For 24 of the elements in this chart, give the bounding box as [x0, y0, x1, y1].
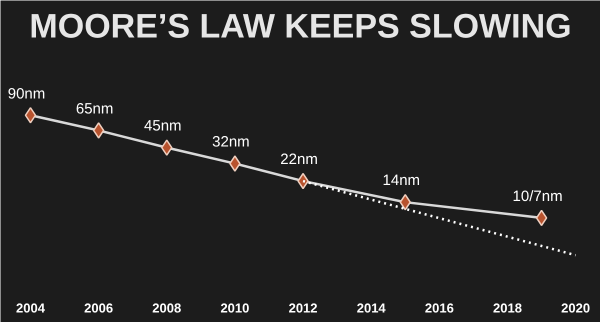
data-label: 65nm: [76, 100, 114, 118]
data-label: 45nm: [144, 118, 182, 135]
point: [229, 155, 241, 172]
x-tick-label: 2018: [493, 300, 522, 316]
point: [536, 210, 548, 226]
data-label: 32nm: [212, 134, 250, 151]
x-tick-label: 2016: [424, 300, 454, 316]
x-tick-label: 2008: [152, 300, 182, 316]
data-label: 10/7nm: [512, 188, 563, 205]
data-label: 22nm: [280, 151, 318, 168]
x-tick-label: 2014: [356, 300, 386, 316]
point: [24, 107, 36, 124]
x-tick-label: 2020: [561, 300, 590, 316]
point: [161, 139, 173, 156]
x-tick-label: 2010: [220, 300, 250, 316]
point: [92, 122, 104, 139]
point: [400, 194, 412, 210]
data-label: 90nm: [8, 85, 46, 102]
x-tick-label: 2004: [16, 300, 46, 316]
data-label: 14nm: [382, 172, 420, 190]
chart-title: MOORE’S LAW KEEPS SLOWING: [29, 8, 572, 46]
x-tick-label: 2012: [288, 300, 318, 316]
point: [297, 172, 309, 190]
x-tick-label: 2006: [84, 300, 114, 316]
